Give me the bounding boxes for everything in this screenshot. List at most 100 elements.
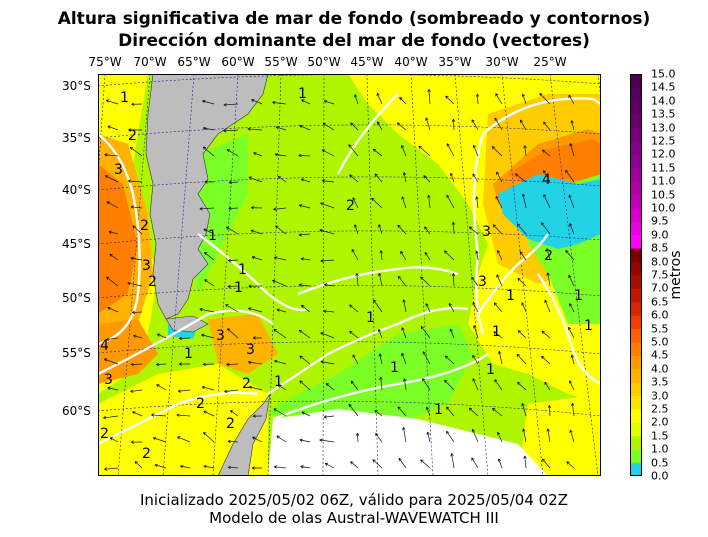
wave-vector <box>446 143 455 157</box>
wave-vector <box>252 436 263 443</box>
wave-vector <box>540 222 551 235</box>
wave-vector <box>348 403 359 417</box>
contour-label: 2 <box>346 198 355 214</box>
lat-label: 40°S <box>62 183 91 197</box>
wave-vector <box>109 253 119 261</box>
wave-vector <box>133 334 143 339</box>
contour-label: 2 <box>140 218 149 234</box>
wave-vector <box>401 352 407 365</box>
wave-vector <box>516 381 527 391</box>
contour-label: 2 <box>128 128 137 144</box>
map-frame <box>98 74 601 476</box>
colorbar-segment <box>630 234 642 249</box>
contour-label: 1 <box>390 360 399 376</box>
wave-vector <box>274 256 287 261</box>
wave-vector <box>539 92 551 105</box>
contour-label: 2 <box>544 248 553 264</box>
contour-label: 2 <box>196 396 205 412</box>
colorbar-frame <box>630 74 642 476</box>
graticule <box>98 74 601 476</box>
colorbar-tick-label: 6.0 <box>651 308 669 322</box>
colorbar-tick-label: 8.5 <box>651 241 669 255</box>
wave-vector <box>156 333 167 339</box>
colorbar-segment <box>630 127 642 142</box>
footer-line1: Inicializado 2025/05/02 06Z, válido para… <box>140 491 568 509</box>
wave-vector <box>228 206 239 211</box>
wave-vector <box>323 309 335 313</box>
lon-label: 40°W <box>394 55 428 69</box>
wave-vector <box>277 175 287 183</box>
wave-vector <box>521 302 527 313</box>
wave-vector <box>570 354 575 365</box>
wave-vector <box>523 145 527 157</box>
wave-vector <box>568 274 575 287</box>
wave-vector <box>448 303 455 313</box>
wave-vector <box>547 405 552 417</box>
contour-label: 2 <box>148 274 157 290</box>
wave-vector <box>275 126 287 131</box>
wave-vector <box>450 453 455 469</box>
wave-vector <box>321 149 335 157</box>
wave-vector <box>425 303 431 313</box>
wave-vector <box>108 230 119 235</box>
lon-label: 25°W <box>533 55 567 69</box>
wave-vector <box>227 328 239 339</box>
wave-vector <box>154 463 167 469</box>
wave-vector <box>422 378 431 391</box>
wave-vector <box>273 465 287 469</box>
land-south-america <box>145 74 269 320</box>
wave-vector <box>105 337 119 341</box>
wave-vector <box>319 438 335 443</box>
wave-vector <box>569 223 575 235</box>
wave-vector <box>248 360 263 365</box>
colorbar-segment <box>630 315 642 330</box>
wave-vector <box>473 325 479 339</box>
wave-vector <box>472 378 479 391</box>
wave-vector <box>446 194 455 209</box>
wave-vector <box>227 465 239 470</box>
contour-label: 3 <box>246 342 255 358</box>
wave-vector <box>374 173 383 183</box>
wave-vector <box>519 251 527 261</box>
shade-green-south <box>268 324 473 434</box>
colorbar-tick-label: 12.5 <box>651 134 676 148</box>
wave-vector <box>475 196 479 209</box>
wave-vector <box>378 272 383 287</box>
wave-vector <box>566 461 575 469</box>
wave-vector <box>203 410 215 417</box>
colorbar-tick-label: 7.5 <box>651 268 669 282</box>
wave-vector <box>425 117 431 131</box>
wave-vector <box>420 326 431 339</box>
colorbar-tick-label: 3.0 <box>651 389 669 403</box>
wave-vector <box>300 257 311 261</box>
wave-vector <box>352 354 359 365</box>
wave-vector <box>378 224 383 235</box>
colorbar-tick-label: 13.0 <box>651 121 676 135</box>
colorbar-segment <box>630 328 642 343</box>
wave-vector <box>446 406 455 417</box>
colorbar-segment <box>630 368 642 383</box>
contour-label: 3 <box>216 328 225 344</box>
contour-label: 3 <box>142 258 151 274</box>
contour-label: 2 <box>226 416 235 432</box>
wave-vector <box>131 102 143 106</box>
contour-label: 1 <box>234 280 243 296</box>
wave-vector <box>451 221 456 235</box>
wave-vector <box>252 414 263 418</box>
wave-vector <box>130 256 143 261</box>
colorbar-segment <box>630 167 642 182</box>
lon-label: 60°W <box>221 55 255 69</box>
colorbar-segment <box>630 395 642 410</box>
colorbar-tick-label: 0.0 <box>651 469 669 483</box>
wave-vector <box>541 149 551 157</box>
wave-vector <box>103 415 119 420</box>
wave-vector <box>130 440 143 444</box>
lat-label: 55°S <box>62 346 91 360</box>
wave-vector <box>299 380 311 391</box>
wave-vector <box>320 332 335 339</box>
wave-vector <box>132 411 143 417</box>
wave-vector <box>451 273 456 287</box>
wave-vector <box>298 233 311 237</box>
colorbar-tick-label: 8.0 <box>651 255 669 269</box>
contour-label: 1 <box>274 374 283 390</box>
